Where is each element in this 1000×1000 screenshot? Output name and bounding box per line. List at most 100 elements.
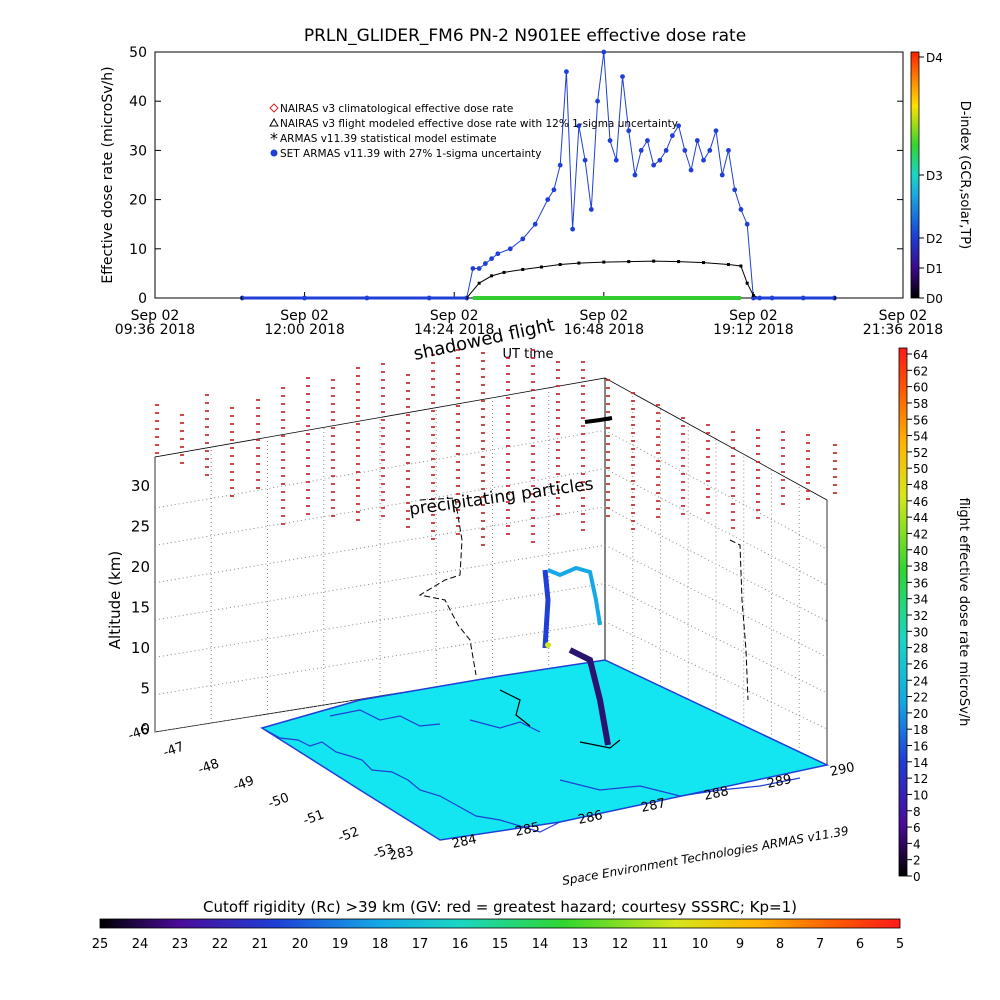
series-point bbox=[539, 265, 543, 269]
dose-chart: Effective dose rate (microSv/h) UT time … bbox=[100, 45, 943, 362]
grid-line bbox=[604, 468, 828, 586]
flight-point bbox=[545, 642, 551, 648]
series-point bbox=[745, 281, 749, 285]
series-point bbox=[682, 148, 688, 153]
shadow-profile-right bbox=[729, 539, 749, 701]
dose-colorbar-tick-label: 20 bbox=[913, 707, 928, 721]
rc-colorbar-tick-label: 7 bbox=[816, 937, 824, 952]
series-point bbox=[502, 270, 506, 274]
series-point bbox=[582, 157, 588, 163]
dose-colorbar-tick-label: 8 bbox=[913, 805, 921, 819]
series-point bbox=[677, 260, 681, 264]
dose-series bbox=[239, 49, 837, 301]
longitude-ticks: 283 284 285 286 287 288 289 290 bbox=[388, 760, 856, 864]
rc-colorbar-tick-label: 21 bbox=[252, 937, 269, 952]
rc-colorbar-tick-label: 6 bbox=[856, 937, 864, 952]
dindex-ticks: D0 D1 D2 D3 D4 bbox=[919, 51, 943, 306]
latitude-tick-label: -53 bbox=[371, 841, 396, 862]
x-tick-label-date: Sep 02 bbox=[729, 308, 778, 324]
series-point bbox=[738, 207, 744, 212]
y-tick-label: 50 bbox=[129, 45, 147, 61]
series-point bbox=[652, 259, 656, 263]
series-point bbox=[694, 138, 700, 143]
dose-colorbar-tick-label: 40 bbox=[913, 544, 928, 558]
series-point bbox=[601, 49, 607, 55]
rc-colorbar-tick-label: 22 bbox=[212, 937, 229, 952]
y-tick-label: 10 bbox=[129, 242, 147, 258]
dose-colorbar-tick-label: 64 bbox=[913, 348, 928, 362]
series-point bbox=[707, 148, 713, 153]
x-tick-label-time: 14:24 2018 bbox=[414, 322, 494, 338]
dose-colorbar-tick-label: 30 bbox=[913, 625, 928, 639]
map-floor bbox=[260, 659, 830, 841]
rc-colorbar-title: Cutoff rigidity (Rc) >39 km (GV: red = g… bbox=[203, 898, 797, 916]
rc-colorbar: Cutoff rigidity (Rc) >39 km (GV: red = g… bbox=[92, 898, 904, 952]
series-point bbox=[739, 264, 743, 268]
x-tick-label-date: Sep 02 bbox=[579, 308, 628, 324]
dose-colorbar-tick-label: 6 bbox=[913, 821, 921, 835]
series-point bbox=[726, 148, 731, 153]
longitude-tick-label: 288 bbox=[703, 784, 730, 804]
series-point bbox=[489, 256, 494, 262]
series-point bbox=[669, 133, 675, 139]
series-point bbox=[588, 207, 594, 212]
x-tick-label-time: 12:00 2018 bbox=[264, 322, 344, 338]
legend-marker bbox=[270, 149, 278, 157]
altitude-tick-label: 10 bbox=[131, 639, 150, 657]
series-point bbox=[557, 162, 563, 168]
dose-colorbar-tick-label: 56 bbox=[913, 413, 928, 427]
rc-colorbar-tick-label: 19 bbox=[332, 937, 349, 952]
latitude-tick-label: -49 bbox=[231, 773, 256, 794]
dose-x-axis-label: UT time bbox=[503, 347, 554, 362]
dose-colorbar-label: flight effective dose rate microSv/h bbox=[956, 498, 971, 727]
x-tick-label-date: Sep 02 bbox=[430, 308, 479, 324]
latitude-tick-label: -51 bbox=[301, 807, 326, 828]
latitude-tick-label: -48 bbox=[196, 756, 221, 777]
series-point bbox=[532, 221, 538, 227]
series-line bbox=[242, 260, 835, 299]
series-point bbox=[651, 162, 657, 168]
dose-colorbar: 0246810121416182022242628303234363840424… bbox=[898, 347, 971, 884]
series-point bbox=[545, 197, 551, 203]
series-point bbox=[477, 281, 481, 285]
series-point bbox=[602, 260, 606, 264]
dose-colorbar-tick-label: 44 bbox=[913, 511, 928, 525]
y-tick-label: 40 bbox=[129, 94, 147, 110]
series-point bbox=[495, 251, 501, 257]
dose-colorbar-tick-label: 2 bbox=[913, 854, 921, 868]
series-point bbox=[719, 172, 725, 178]
dose-plot-frame bbox=[154, 51, 904, 299]
legend-marker bbox=[269, 103, 279, 113]
dose-colorbar-tick-label: 14 bbox=[913, 756, 928, 770]
grid-line bbox=[154, 582, 606, 658]
dose-colorbar-tick-label: 54 bbox=[913, 430, 928, 444]
grid-line bbox=[604, 544, 828, 658]
series-point bbox=[751, 294, 755, 298]
series-point bbox=[645, 138, 650, 143]
dindex-tick-label: D1 bbox=[926, 262, 943, 276]
longitude-tick-label: 283 bbox=[388, 844, 415, 864]
series-point bbox=[620, 74, 625, 79]
altitude-ticks: 0 5 10 15 20 25 30 bbox=[131, 477, 150, 738]
flight-trace-high bbox=[584, 416, 613, 424]
series-point bbox=[632, 172, 638, 178]
rc-colorbar-ticks: 25 24 23 22 21 20 19 18 17 16 15 14 13 12 11 10 9 8 7 6 5 bbox=[92, 937, 904, 952]
altitude-axis-label: Altitude (km) bbox=[106, 551, 124, 649]
series-point bbox=[732, 187, 738, 193]
rc-colorbar-tick-label: 24 bbox=[132, 937, 149, 952]
series-point bbox=[676, 123, 681, 129]
series-point bbox=[688, 167, 694, 173]
dose-colorbar-tick-label: 48 bbox=[913, 479, 928, 493]
dose-colorbar-tick-label: 46 bbox=[913, 495, 928, 509]
dose-colorbar-tick-label: 58 bbox=[913, 397, 928, 411]
coastline bbox=[261, 709, 801, 833]
dose-colorbar-tick-label: 10 bbox=[913, 788, 928, 802]
dose-legend: NAIRAS v3 climatological effective dose … bbox=[269, 103, 678, 160]
series-point bbox=[520, 236, 526, 242]
legend-label: NAIRAS v3 climatological effective dose … bbox=[280, 103, 513, 115]
dose-colorbar-tick-label: 4 bbox=[913, 837, 921, 851]
legend-label: ARMAS v11.39 statistical model estimate bbox=[280, 133, 497, 145]
dindex-tick-label: D3 bbox=[926, 169, 943, 183]
